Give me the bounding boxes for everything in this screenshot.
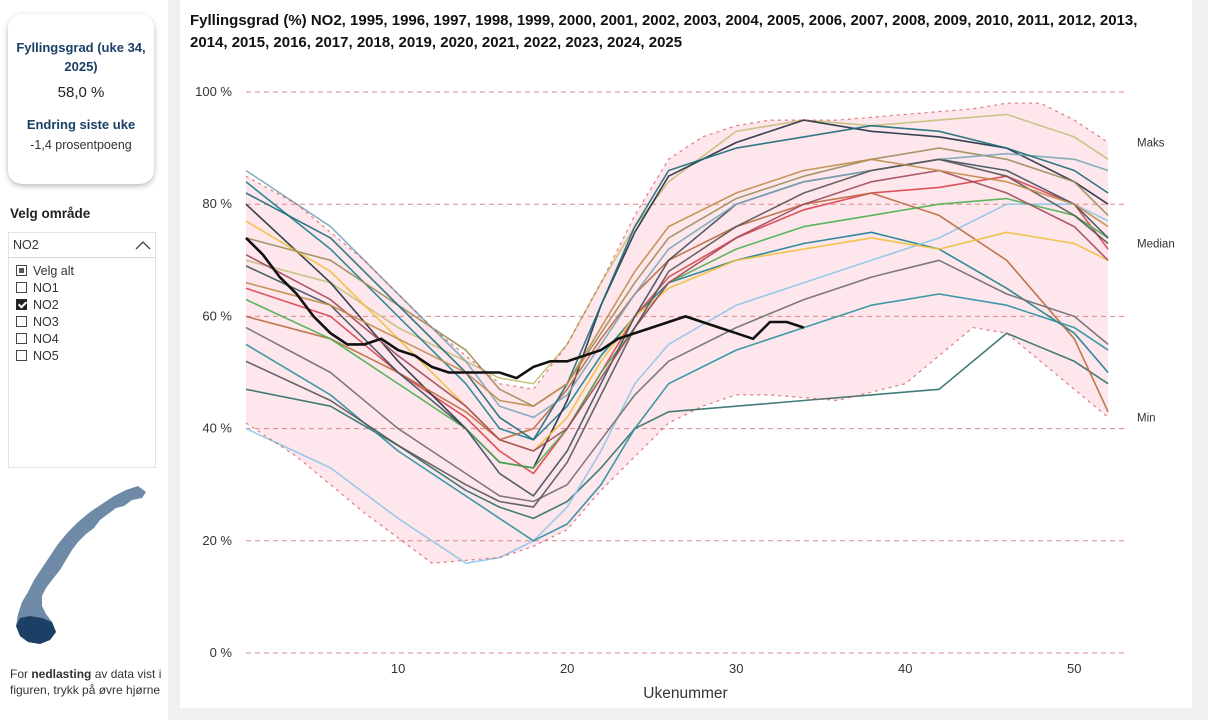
download-note: For nedlasting av data vist i figuren, t…: [10, 666, 166, 698]
slicer-item-no2[interactable]: NO2: [9, 296, 155, 313]
download-note-bold: nedlasting: [31, 667, 92, 681]
area-dropdown-value: NO2: [13, 238, 39, 252]
y-tick-label: 80 %: [202, 196, 232, 211]
slicer-item-no4[interactable]: NO4: [9, 330, 155, 347]
checkbox-no1[interactable]: [16, 282, 27, 293]
checkbox-no5[interactable]: [16, 350, 27, 361]
x-tick-label: 20: [560, 661, 574, 676]
gridlines: [246, 91, 1125, 654]
kpi-change-value: -1,4 prosentpoeng: [30, 138, 132, 152]
reference-lines: [245, 102, 1109, 564]
y-tick-label: 20 %: [202, 533, 232, 548]
y-tick-label: 40 %: [202, 421, 232, 436]
chevron-up-icon[interactable]: [135, 240, 151, 250]
series-line-s13[interactable]: [245, 147, 1109, 407]
series-line-s18[interactable]: [245, 158, 1109, 407]
y-tick-label: 0 %: [210, 645, 233, 660]
y-tick-label: 100 %: [195, 84, 232, 99]
slicer-item-label: NO3: [33, 314, 59, 329]
slicer-item-label: NO1: [33, 280, 59, 295]
y-axis-ticks: 0 % 20 % 40 % 60 % 80 % 100 %: [195, 84, 232, 660]
kpi-change-title: Endring siste uke: [26, 117, 136, 132]
reference-labels: Maks Median Min: [1137, 137, 1175, 424]
reference-line-max: [245, 102, 1109, 390]
x-tick-label: 40: [898, 661, 912, 676]
series-line-s10[interactable]: [245, 259, 1109, 503]
chart-title: Fyllingsgrad (%) NO2, 1995, 1996, 1997, …: [190, 12, 1138, 51]
no2-region-highlight: [16, 616, 56, 644]
x-tick-label: 50: [1067, 661, 1081, 676]
series-line-current-year[interactable]: [245, 236, 805, 380]
x-tick-label: 10: [391, 661, 405, 676]
slicer-item-velg-alt[interactable]: Velg alt: [9, 262, 155, 279]
series-line-s12[interactable]: [245, 158, 1109, 497]
kpi-value: 58,0 %: [57, 84, 105, 101]
slicer-item-label: NO2: [33, 297, 59, 312]
series-line-s17[interactable]: [245, 124, 1109, 441]
norway-map-icon: [16, 486, 146, 644]
slicer-item-no5[interactable]: NO5: [9, 347, 155, 364]
series-line-s16[interactable]: [245, 158, 1109, 508]
line-chart: 0 % 20 % 40 % 60 % 80 % 100 % 10 20 30 40 50 Maks…: [195, 84, 1175, 702]
checkbox-no2[interactable]: [16, 299, 27, 310]
x-tick-label: 30: [729, 661, 743, 676]
series-line-s6[interactable]: [245, 119, 1109, 469]
area-dropdown[interactable]: NO2: [9, 233, 155, 258]
checkbox-velg-alt[interactable]: [16, 265, 27, 276]
download-note-suffix: av data vist i figuren, trykk på øvre hj…: [10, 667, 162, 697]
checkbox-no4[interactable]: [16, 333, 27, 344]
x-axis-ticks: 10 20 30 40 50: [391, 661, 1082, 676]
series-line-s4[interactable]: [245, 203, 1109, 564]
left-panel: Fyllingsgrad (uke 34, 2025) 58,0 % Endri…: [0, 0, 168, 720]
slicer-item-no3[interactable]: NO3: [9, 313, 155, 330]
series-lines: [245, 113, 1109, 564]
min-max-band: [246, 103, 1109, 564]
kpi-title: Fyllingsgrad (uke 34, 2025): [16, 40, 146, 74]
max-label: Maks: [1137, 137, 1165, 149]
slicer-item-label: Velg alt: [33, 263, 75, 278]
x-axis-label: Ukenummer: [643, 685, 727, 702]
min-label: Min: [1137, 412, 1156, 424]
slicer-title: Velg område: [10, 206, 91, 221]
chart-panel: Fyllingsgrad (%) NO2, 1995, 1996, 1997, …: [180, 0, 1192, 708]
median-label: Median: [1137, 238, 1175, 250]
series-line-s14[interactable]: [245, 152, 1109, 419]
slicer-items: Velg alt NO1 NO2 NO3 NO4 NO5: [9, 258, 155, 364]
y-tick-label: 60 %: [202, 308, 232, 323]
checkbox-no3[interactable]: [16, 316, 27, 327]
download-note-prefix: For: [10, 667, 32, 681]
area-slicer: NO2 Velg alt NO1 NO2 NO3: [8, 232, 156, 468]
kpi-card: Fyllingsgrad (uke 34, 2025) 58,0 % Endri…: [8, 14, 154, 184]
slicer-item-label: NO5: [33, 348, 59, 363]
series-line-s11[interactable]: [245, 293, 1109, 542]
reference-line-min: [245, 326, 1109, 564]
slicer-item-label: NO4: [33, 331, 59, 346]
slicer-item-no1[interactable]: NO1: [9, 279, 155, 296]
